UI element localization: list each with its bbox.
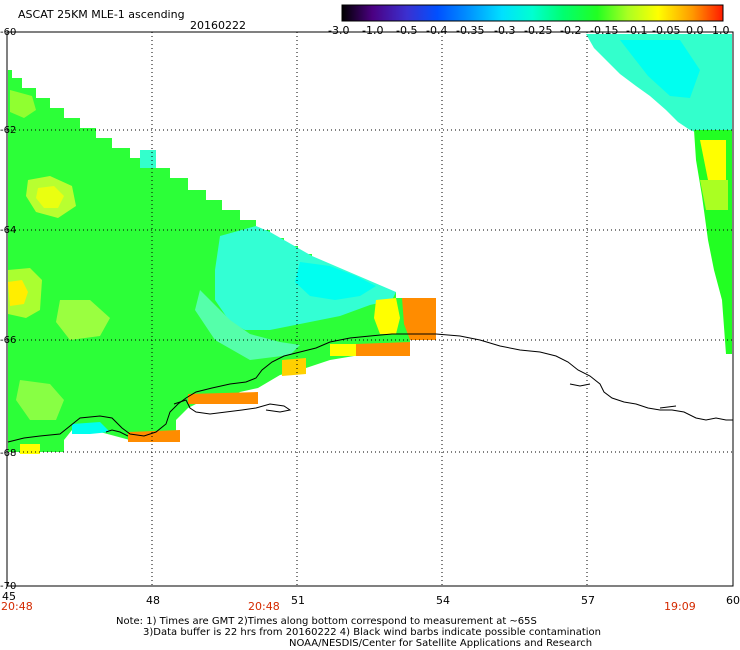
- colorbar-label: -0.15: [590, 24, 619, 37]
- colorbar-label: -0.3: [494, 24, 516, 37]
- plot-frame: [6, 31, 734, 587]
- colorbar-label: 0.0: [686, 24, 704, 37]
- colorbar-label: -0.2: [560, 24, 582, 37]
- x-label: 48: [146, 594, 160, 607]
- time-label: 20:48: [248, 600, 280, 613]
- data-swath-left: [8, 70, 436, 454]
- map-title: ASCAT 25KM MLE-1 ascending: [18, 8, 185, 21]
- coastline: [7, 333, 733, 443]
- time-label: 20:48: [1, 600, 33, 613]
- colorbar-label: -0.25: [524, 24, 553, 37]
- colorbar-frame: [341, 4, 724, 22]
- time-label: 19:09: [664, 600, 696, 613]
- x-label: 51: [291, 594, 305, 607]
- x-label: 45: [2, 590, 16, 603]
- y-label: -60: [0, 27, 17, 38]
- colorbar-gradient: [342, 5, 723, 21]
- note-line-2: 3)Data buffer is 22 hrs from 20160222 4)…: [143, 627, 601, 638]
- x-label: 60: [726, 594, 740, 607]
- y-label: -68: [0, 448, 17, 459]
- colorbar-label: -0.5: [396, 24, 418, 37]
- map-date: 20160222: [190, 19, 246, 32]
- note-line-1: Note: 1) Times are GMT 2)Times along bot…: [116, 616, 537, 627]
- x-label: 57: [581, 594, 595, 607]
- note-line-3: NOAA/NESDIS/Center for Satellite Applica…: [289, 638, 593, 649]
- colorbar: [341, 4, 724, 22]
- y-label: -62: [0, 125, 17, 136]
- colorbar-label: -1.0: [362, 24, 384, 37]
- colorbar-label: -3.0: [328, 24, 350, 37]
- data-swath-right: [586, 34, 732, 354]
- colorbar-label: -0.35: [456, 24, 485, 37]
- grid-lines: [7, 32, 733, 586]
- colorbar-label: -0.4: [426, 24, 448, 37]
- colorbar-label: -0.1: [626, 24, 648, 37]
- colorbar-label: -0.05: [652, 24, 681, 37]
- x-label: 54: [436, 594, 450, 607]
- colorbar-label: 1.0: [712, 24, 730, 37]
- y-label: -66: [0, 335, 17, 346]
- y-label: -64: [0, 225, 17, 236]
- y-label: -70: [0, 581, 17, 592]
